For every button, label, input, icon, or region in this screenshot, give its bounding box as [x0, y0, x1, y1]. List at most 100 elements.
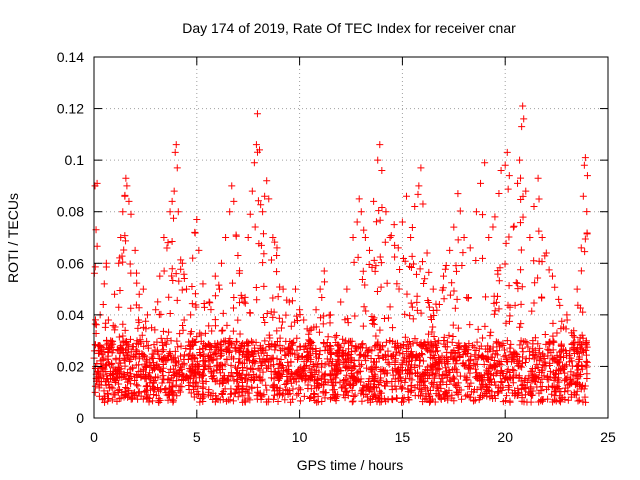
data-point-dense	[208, 327, 216, 335]
data-point-dense	[95, 342, 103, 350]
data-point	[349, 234, 357, 241]
data-point-dense	[142, 317, 150, 325]
data-point-dense	[458, 395, 466, 403]
data-point-dense	[509, 366, 517, 374]
data-point	[125, 197, 133, 205]
data-point-dense	[350, 258, 358, 266]
data-point-dense	[273, 252, 281, 260]
data-point-dense	[429, 362, 437, 370]
data-point-dense	[213, 355, 221, 363]
data-point-dense	[531, 334, 539, 342]
data-point	[253, 110, 261, 118]
data-point-dense	[450, 287, 458, 295]
data-point-dense	[398, 398, 406, 406]
data-point-dense	[193, 333, 201, 341]
data-point-dense	[226, 339, 234, 347]
data-point-dense	[226, 338, 234, 346]
data-point-dense	[429, 383, 437, 391]
data-point-dense	[172, 270, 180, 278]
data-point-dense	[411, 384, 419, 392]
data-point-dense	[285, 387, 293, 395]
data-point-dense	[454, 348, 462, 356]
data-point	[193, 215, 201, 223]
data-point-dense	[573, 363, 581, 371]
data-point-dense	[519, 213, 527, 221]
data-point	[189, 254, 197, 262]
data-point-dense	[481, 322, 489, 330]
data-point-dense	[514, 357, 522, 365]
data-point-dense	[276, 347, 284, 355]
data-point-dense	[98, 351, 106, 359]
data-point-dense	[583, 230, 591, 238]
y-tick-label: 0.1	[65, 152, 85, 168]
data-point-dense	[544, 383, 552, 391]
data-point-dense	[287, 322, 295, 330]
data-point	[542, 249, 550, 257]
data-point-dense	[363, 364, 371, 372]
data-point-dense	[538, 258, 546, 266]
data-point-dense	[530, 299, 538, 307]
data-point-dense	[275, 314, 283, 322]
data-point-dense	[314, 392, 322, 400]
data-point	[394, 244, 402, 252]
data-point-dense	[513, 279, 521, 287]
data-point-dense	[95, 392, 103, 400]
data-point-dense	[263, 386, 271, 394]
data-point-dense	[578, 345, 586, 353]
data-point-dense	[115, 359, 123, 367]
data-point	[548, 272, 556, 280]
data-point-dense	[201, 361, 209, 369]
data-point	[386, 234, 394, 241]
data-point-dense	[347, 369, 355, 377]
data-point-dense	[465, 357, 473, 365]
data-point-dense	[417, 309, 425, 317]
data-point-dense	[433, 366, 441, 374]
data-point-dense	[486, 332, 494, 340]
data-point-dense	[568, 340, 576, 348]
data-point-dense	[399, 254, 407, 262]
data-point-dense	[506, 398, 514, 406]
y-tick-label: 0.14	[57, 49, 84, 65]
data-point-dense	[374, 352, 382, 360]
data-point-dense	[271, 387, 279, 395]
data-point-dense	[321, 394, 329, 402]
data-point	[172, 141, 180, 149]
data-point	[415, 182, 423, 190]
data-point-dense	[472, 355, 480, 363]
data-point-dense	[426, 372, 434, 380]
data-point-dense	[537, 387, 545, 395]
data-point-dense	[441, 265, 449, 273]
data-point-dense	[489, 223, 497, 231]
data-point-dense	[337, 366, 345, 374]
data-point-dense	[326, 395, 334, 403]
data-point-dense	[276, 389, 284, 397]
data-point-dense	[422, 345, 430, 353]
data-point-dense	[173, 296, 181, 304]
data-point	[450, 223, 458, 231]
data-point-dense	[399, 350, 407, 358]
data-point-dense	[253, 296, 261, 304]
data-point-dense	[391, 358, 399, 366]
data-point-dense	[244, 389, 252, 397]
data-point-dense	[247, 337, 255, 345]
data-point	[454, 190, 462, 198]
data-point-dense	[296, 386, 304, 394]
data-point-dense	[286, 337, 294, 345]
data-point-dense	[560, 353, 568, 361]
data-point-dense	[570, 333, 578, 341]
data-point-dense	[388, 386, 396, 394]
data-point	[573, 285, 581, 293]
data-point-dense	[127, 355, 135, 363]
data-point-dense	[427, 316, 435, 324]
data-point	[485, 234, 493, 241]
data-point-dense	[562, 325, 570, 333]
data-point-dense	[213, 376, 221, 384]
data-point-dense	[503, 392, 511, 400]
data-point-dense	[279, 364, 287, 372]
data-point-dense	[583, 343, 591, 351]
data-point	[579, 192, 587, 200]
data-point-dense	[363, 393, 371, 401]
data-point-dense	[160, 346, 168, 354]
data-point-dense	[367, 355, 375, 363]
data-point-dense	[205, 355, 213, 363]
